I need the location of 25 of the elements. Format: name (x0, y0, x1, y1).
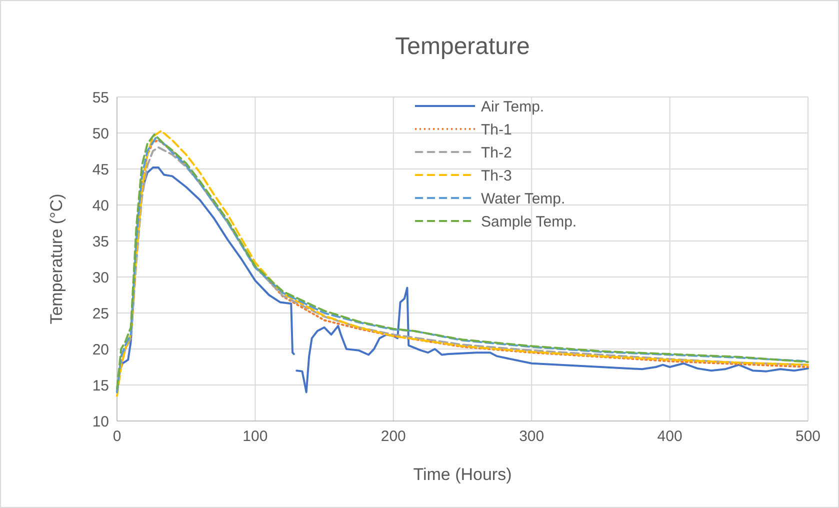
x-axis-title: Time (Hours) (413, 465, 512, 484)
legend-label: Water Temp. (481, 190, 566, 208)
y-tick-label: 10 (92, 413, 109, 430)
legend-label: Th-1 (481, 121, 512, 138)
y-tick-label: 30 (92, 269, 109, 286)
legend-label: Th-3 (481, 167, 512, 184)
y-tick-label: 50 (92, 125, 109, 142)
y-tick-label: 15 (92, 377, 109, 394)
x-tick-label: 500 (795, 428, 821, 445)
legend-label: Air Temp. (481, 98, 544, 116)
y-tick-label: 45 (92, 161, 109, 178)
y-tick-label: 25 (92, 305, 109, 322)
legend-label: Sample Temp. (481, 213, 577, 230)
y-tick-label: 35 (92, 233, 109, 250)
y-tick-label: 55 (92, 89, 109, 106)
y-axis-title: Temperature (°C) (47, 194, 66, 324)
x-tick-label: 200 (380, 428, 406, 445)
legend-label: Th-2 (481, 144, 512, 162)
x-tick-label: 100 (242, 428, 268, 445)
x-tick-label: 300 (519, 428, 544, 445)
x-tick-label: 0 (112, 428, 122, 445)
x-tick-label: 400 (657, 428, 682, 445)
y-tick-label: 40 (92, 197, 109, 214)
y-tick-label: 20 (92, 341, 109, 358)
chart-title: Temperature (395, 33, 530, 60)
